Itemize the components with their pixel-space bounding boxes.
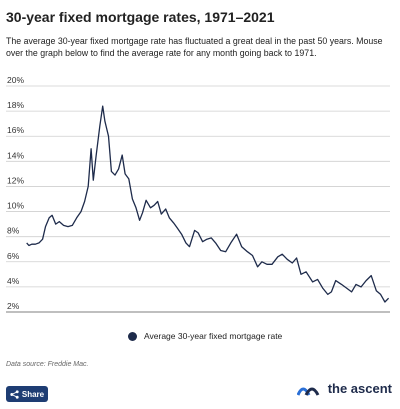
y-tick-label: 12% [7, 175, 24, 185]
y-tick-label: 4% [7, 276, 20, 286]
gridlines [6, 85, 390, 313]
series-line [26, 105, 390, 303]
legend-label: Average 30-year fixed mortgage rate [144, 331, 283, 341]
legend-swatch [128, 331, 137, 341]
y-tick-label: 16% [7, 125, 24, 135]
brand-name: the ascent [327, 381, 392, 396]
y-tick-label: 10% [7, 201, 24, 211]
ascent-logo-icon [296, 387, 320, 396]
share-icon [10, 389, 19, 399]
y-tick-label: 6% [7, 251, 20, 261]
legend: Average 30-year fixed mortgage rate [128, 331, 282, 341]
y-tick-label: 20% [7, 75, 24, 85]
data-source: Data source: Freddie Mac. [6, 361, 89, 368]
brand[interactable]: the ascent [296, 381, 392, 396]
y-tick-label: 8% [7, 226, 20, 236]
y-tick-label: 2% [7, 301, 20, 311]
y-tick-label: 18% [7, 100, 24, 110]
share-label: Share [21, 389, 45, 399]
y-tick-label: 14% [7, 150, 24, 160]
chart-title: 30-year fixed mortgage rates, 1971–2021 [6, 9, 275, 25]
chart-description: The average 30-year fixed mortgage rate … [6, 36, 383, 58]
share-button[interactable]: Share [6, 386, 48, 402]
y-tick-labels: 2% 4% 6% 8% 10% 12% 14% 16% 18% 20% [7, 75, 24, 311]
